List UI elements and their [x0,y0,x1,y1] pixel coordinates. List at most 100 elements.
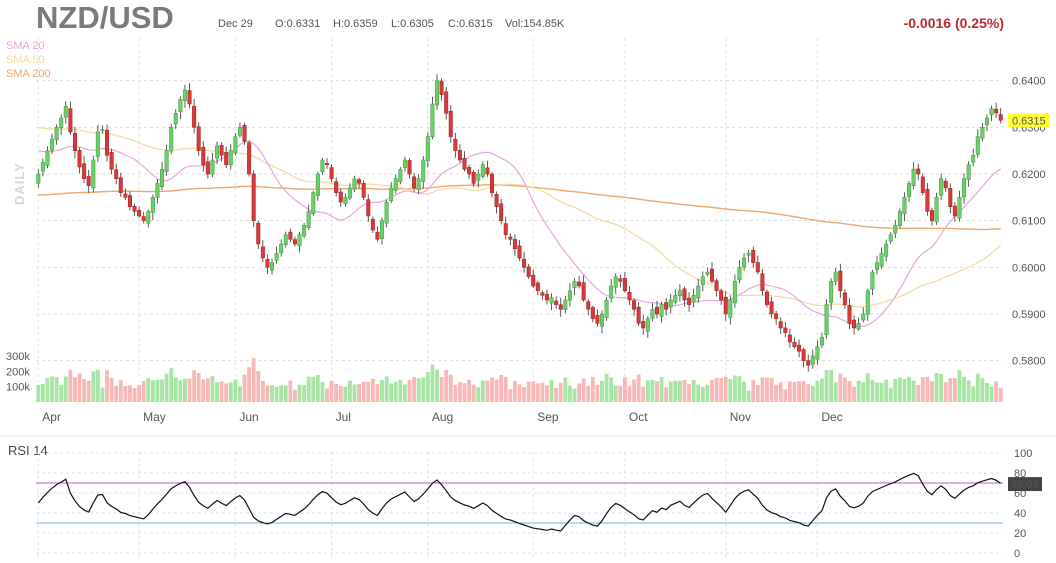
volume-bar [448,374,453,402]
candle-body [334,181,339,193]
volume-bar [645,380,650,402]
candle-body [545,294,549,301]
candle-body [696,285,701,299]
volume-bar [238,386,242,402]
volume-bar [348,380,352,402]
candle-body [874,262,879,270]
candle-body [402,159,407,168]
price-tick-label: 0.6100 [1012,216,1046,228]
candle-body [366,199,371,217]
candle-body [467,167,472,175]
volume-bar [366,381,371,402]
candle-body [792,342,797,347]
volume-bar [398,380,403,402]
volume-bar [774,384,779,402]
volume-bar [63,376,68,402]
candle-body [150,197,155,213]
volume-bar [787,381,792,402]
candle-body [563,299,568,310]
volume-bar [499,375,504,402]
volume-bar [105,370,109,402]
volume-bar [453,384,458,402]
candle-body [742,257,747,268]
candle-body [581,282,586,301]
candle-body [865,290,870,315]
volume-bar [444,370,449,402]
volume-bar [751,379,756,402]
volume-bar [132,387,137,402]
month-label: Jul [336,410,351,424]
volume-bar [416,378,421,402]
candle-body [471,171,476,184]
volume-bar [160,379,164,402]
volume-bar [632,379,636,402]
candle-body [45,150,50,166]
candle-body [966,164,971,180]
volume-bar [723,376,728,402]
candle-body [819,337,824,346]
volume-bar [925,376,930,402]
volume-bar [677,380,682,402]
candle-body [815,346,820,360]
last-price-tag [1008,113,1050,128]
volume-bar [902,379,907,402]
volume-bar [535,383,540,402]
volume-bar [948,378,953,402]
volume-bar [187,378,192,402]
candle-body [517,245,522,259]
candle-body [549,297,554,304]
candle-body [797,344,802,352]
volume-bar [95,369,100,402]
candle-body [861,313,866,321]
volume-bar [293,389,297,402]
volume-bar [659,377,664,402]
volume-bar [545,385,549,402]
sma200-legend: SMA 200 [6,68,51,80]
volume-bar [540,382,545,402]
volume-bar [801,380,806,402]
volume-bar [975,373,980,402]
candle-body [920,176,925,193]
volume-bar [183,378,187,402]
volume-bar [146,378,151,402]
volume-bar [737,376,742,402]
volume-bar [714,377,719,402]
candle-body [654,306,659,315]
candle-body [998,114,1003,121]
volume-bar [357,383,362,402]
candle-body [842,292,847,305]
volume-bar [164,373,169,402]
candle-body [352,178,357,190]
candle-body [838,270,843,291]
candle-body [283,234,288,245]
candle-body [242,125,247,142]
candle-body [146,211,151,224]
candle-body [251,173,256,221]
candle-body [54,127,59,141]
candle-body [567,290,572,301]
candle-body [952,205,957,217]
volume-bar [288,380,293,402]
candle-body [393,178,398,191]
candle-body [806,360,811,366]
volume-bar [494,379,499,402]
volume-bar [696,384,701,402]
candle-body [210,159,215,175]
candle-body [879,253,884,267]
candle-body [407,160,412,175]
candle-body [911,169,916,186]
volume-bar [865,373,870,402]
volume-bar [522,387,527,402]
rsi-line [37,472,1002,532]
candle-body [173,113,178,125]
candle-body [68,108,73,133]
volume-bar [215,382,219,402]
candle-body [668,299,673,308]
candle-body [59,117,64,128]
candle-body [416,178,421,190]
volume-bar [746,390,751,402]
candle-body [641,321,646,329]
volume-bar [457,382,462,402]
candle-body [801,349,806,361]
candle-body [36,173,41,184]
